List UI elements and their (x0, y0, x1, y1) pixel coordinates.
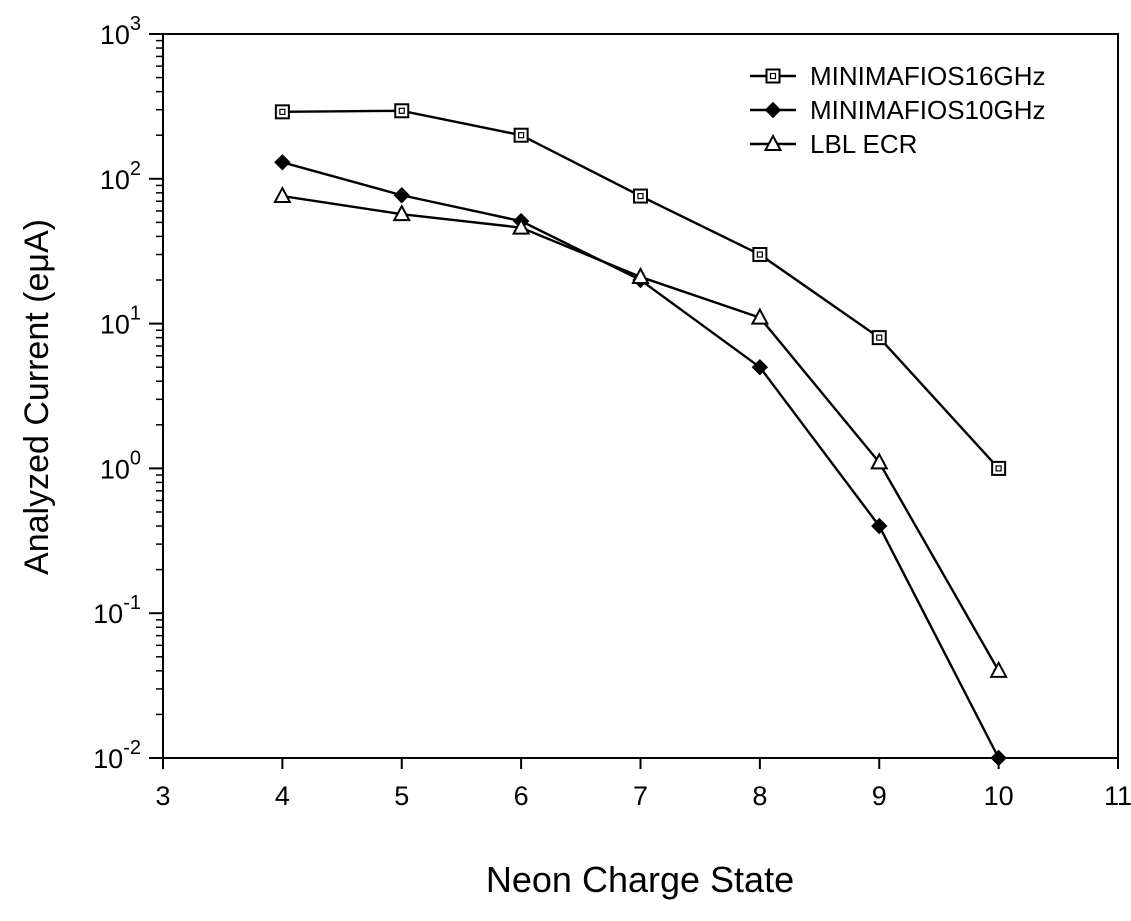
y-axis-label: Analyzed Current (eμA) (18, 219, 56, 575)
data-point (870, 452, 889, 470)
x-tick-label: 10 (984, 781, 1014, 811)
marker-inner (756, 251, 763, 258)
x-tick-label: 9 (872, 781, 887, 811)
marker-outer (394, 103, 410, 119)
legend-marker (764, 101, 782, 119)
marker-outer (991, 460, 1007, 476)
legend-item: MINIMAFIOS10GHz (750, 95, 1045, 125)
data-point (633, 188, 648, 204)
marker-inner (398, 107, 405, 114)
data-point (989, 660, 1008, 678)
x-tick-label: 8 (752, 781, 767, 811)
data-point (392, 204, 411, 222)
data-point (750, 307, 770, 325)
y-tick-label: 103 (100, 13, 141, 50)
series-1 (274, 154, 1007, 767)
data-point (394, 103, 410, 119)
marker-outer (765, 68, 781, 84)
y-tick-label: 101 (100, 303, 141, 340)
marker-outer (871, 330, 887, 346)
data-point (990, 749, 1007, 767)
series-2 (273, 185, 1008, 678)
x-tick-label: 7 (633, 781, 648, 811)
plot-frame (162, 33, 1119, 759)
data-point (871, 330, 887, 346)
data-point (991, 460, 1007, 476)
x-axis-label: Neon Charge State (486, 859, 794, 900)
data-point (752, 247, 768, 263)
legend-marker (763, 133, 783, 151)
marker-inner (876, 334, 883, 341)
x-tick-label: 6 (514, 781, 529, 811)
x-tick-label: 3 (155, 781, 170, 811)
marker-outer (513, 127, 529, 143)
data-point (631, 266, 650, 284)
data-point (274, 154, 291, 171)
marker-outer (633, 188, 648, 204)
plot-series (273, 103, 1008, 767)
x-tick-label: 5 (394, 781, 409, 811)
y-tick-label: 10-1 (93, 592, 141, 629)
legend: MINIMAFIOS16GHz MINIMAFIOS10GHz LBL ECR (750, 61, 1045, 159)
data-point (273, 185, 292, 204)
marker-inner (518, 132, 525, 139)
marker-inner (769, 72, 777, 80)
x-tick-label: 11 (1104, 781, 1131, 811)
legend-item: MINIMAFIOS16GHz (750, 61, 1045, 91)
marker-outer (752, 247, 768, 263)
marker-inner (279, 108, 286, 115)
legend-label: MINIMAFIOS10GHz (810, 95, 1045, 125)
legend-item: LBL ECR (750, 129, 917, 159)
series-0 (274, 103, 1007, 476)
y-tick-label: 100 (100, 447, 141, 484)
x-tick-label: 4 (275, 781, 290, 811)
data-point (393, 187, 410, 204)
legend-label: MINIMAFIOS16GHz (810, 61, 1045, 91)
marker-inner (637, 192, 644, 200)
data-point (513, 127, 529, 143)
axes: 3 4 5 6 7 8 9 10 11 10-2 10-1 100 101 102 103 (93, 13, 1131, 811)
data-point (274, 104, 290, 120)
series-line (282, 161, 1000, 759)
legend-label: LBL ECR (810, 129, 917, 159)
legend-marker (765, 68, 781, 84)
y-tick-label: 10-2 (93, 737, 141, 774)
data-point (751, 358, 769, 376)
data-point (511, 217, 531, 235)
y-tick-label: 102 (100, 158, 141, 195)
marker-inner (995, 465, 1002, 472)
data-point (871, 517, 888, 535)
series-line (282, 109, 1000, 470)
marker-outer (274, 104, 290, 120)
